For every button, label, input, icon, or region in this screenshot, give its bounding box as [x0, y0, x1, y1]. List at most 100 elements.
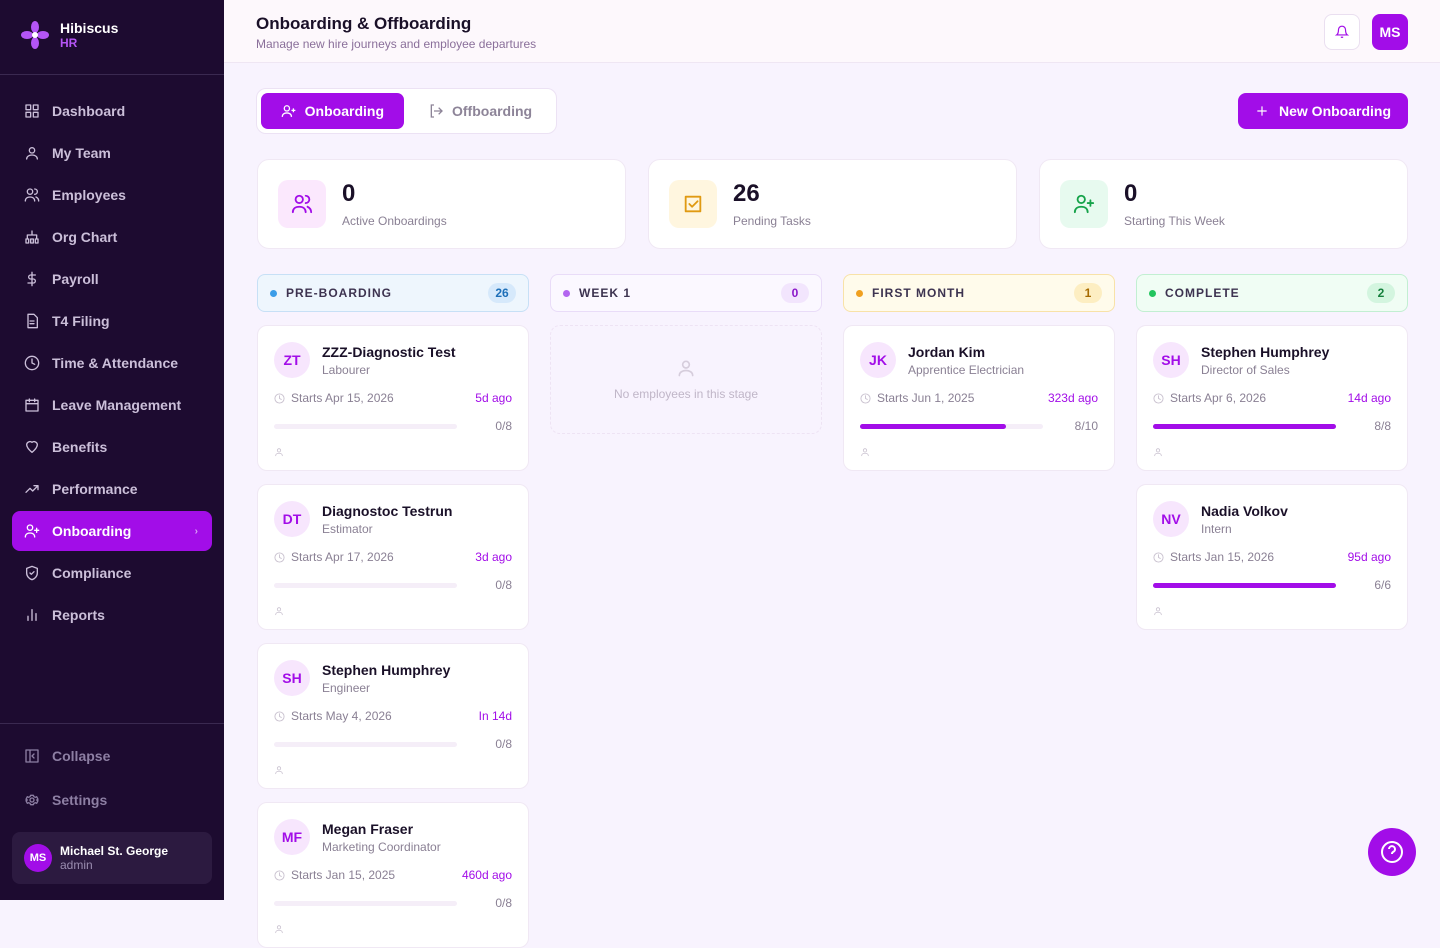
nav-label: Performance: [52, 481, 138, 497]
icon: [24, 565, 40, 581]
progress-track: [1153, 583, 1336, 588]
icon: [24, 229, 40, 245]
nav-label: Compliance: [52, 565, 132, 581]
button-label: New Onboarding: [1279, 103, 1391, 119]
user-card[interactable]: MS Michael St. George admin: [12, 832, 212, 884]
nav-item[interactable]: Dashboard: [12, 91, 212, 131]
assignee: [274, 444, 284, 462]
column-header: WEEK 1 0: [550, 274, 822, 312]
progress-label: 0/8: [495, 737, 512, 751]
brand-sub: HR: [60, 36, 78, 50]
start-text: Starts Apr 15, 2026: [291, 391, 394, 405]
brand-name: Hibiscus: [60, 20, 119, 36]
stat-label: Starting This Week: [1124, 214, 1225, 228]
progress-label: 0/8: [495, 419, 512, 433]
employee-card[interactable]: JK Jordan Kim Apprentice Electrician Starts…: [843, 325, 1115, 471]
employee-role: Apprentice Electrician: [908, 363, 1025, 377]
start-date: Starts Jun 1, 2025: [860, 391, 974, 405]
icon: [24, 481, 40, 497]
assignee: [274, 762, 284, 780]
progress-fill: [1153, 424, 1336, 429]
icon: [24, 187, 40, 203]
employee-card[interactable]: MF Megan Fraser Marketing Coordinator Start…: [257, 802, 529, 948]
time-label: 5d ago: [475, 391, 512, 405]
new-onboarding-button[interactable]: New Onboarding: [1238, 93, 1408, 129]
nav-item[interactable]: Employees: [12, 175, 212, 215]
nav-item[interactable]: Performance: [12, 469, 212, 509]
progress-fill: [860, 424, 1007, 429]
icon: [291, 193, 313, 215]
icon: [1073, 193, 1095, 215]
progress-track: [860, 424, 1043, 429]
employee-card[interactable]: SH Stephen Humphrey Engineer Starts May 4, …: [257, 643, 529, 789]
icon: [676, 358, 696, 378]
nav-item[interactable]: Benefits: [12, 427, 212, 467]
column-title: PRE-BOARDING: [286, 286, 393, 300]
employee-card[interactable]: NV Nadia Volkov Intern Starts Jan 15, 2026 9…: [1136, 484, 1408, 630]
icon: [1153, 447, 1163, 457]
start-date: Starts Apr 17, 2026: [274, 550, 394, 564]
nav-item[interactable]: Reports: [12, 595, 212, 635]
time-label: 323d ago: [1047, 391, 1098, 405]
header-avatar[interactable]: MS: [1372, 14, 1408, 50]
nav-item[interactable]: My Team: [12, 133, 212, 173]
assignee: [1153, 444, 1163, 462]
icon: [24, 313, 40, 329]
employee-role: Estimator: [322, 522, 373, 536]
tab[interactable]: Offboarding: [408, 93, 552, 129]
icon: [1153, 551, 1164, 563]
employee-name: Stephen Humphrey: [322, 662, 451, 678]
tabs: Onboarding Offboarding: [256, 88, 557, 134]
status-dot: [1149, 289, 1156, 297]
stat-icon: [278, 180, 326, 228]
stat-label: Pending Tasks: [733, 214, 811, 228]
nav-item[interactable]: Onboarding ›: [12, 511, 212, 551]
nav-label: Settings: [52, 792, 108, 808]
tab[interactable]: Onboarding: [261, 93, 404, 129]
nav-item[interactable]: Settings: [12, 780, 212, 820]
divider: [0, 74, 224, 75]
nav-item[interactable]: Time & Attendance: [12, 343, 212, 383]
column-count: 2: [1367, 283, 1395, 303]
stat-value: 0: [1124, 180, 1138, 207]
employee-role: Director of Sales: [1201, 363, 1290, 377]
time-label: In 14d: [478, 709, 512, 723]
stat-card: 26 Pending Tasks: [648, 159, 1017, 249]
progress-label: 0/8: [495, 578, 512, 592]
notifications[interactable]: [1324, 14, 1360, 50]
stat-card: 0 Active Onboardings: [257, 159, 626, 249]
nav-item[interactable]: Collapse: [12, 736, 212, 776]
column-count: 26: [488, 283, 516, 303]
avatar: SH: [274, 660, 310, 696]
employee-card[interactable]: DT Diagnostoc Testrun Estimator Starts Apr …: [257, 484, 529, 630]
empty-icon: [551, 358, 821, 381]
avatar: DT: [274, 501, 310, 537]
avatar: ZT: [274, 342, 310, 378]
stat-icon: [1060, 180, 1108, 228]
nav-item[interactable]: T4 Filing: [12, 301, 212, 341]
avatar: JK: [860, 342, 896, 378]
nav-item[interactable]: Compliance: [12, 553, 212, 593]
icon: [274, 551, 285, 563]
start-date: Starts Jan 15, 2026: [1153, 550, 1274, 564]
time-label: 95d ago: [1347, 550, 1391, 564]
start-date: Starts May 4, 2026: [274, 709, 392, 723]
employee-name: Megan Fraser: [322, 821, 414, 837]
nav-item[interactable]: Leave Management: [12, 385, 212, 425]
nav-label: Onboarding: [52, 523, 132, 539]
employee-card[interactable]: ZT ZZZ-Diagnostic Test Labourer Starts Apr …: [257, 325, 529, 471]
progress-label: 8/8: [1374, 419, 1391, 433]
icon: [860, 447, 870, 457]
icon: [1153, 606, 1163, 616]
tab-label: Onboarding: [304, 103, 384, 119]
nav-item[interactable]: Payroll: [12, 259, 212, 299]
employee-name: Nadia Volkov: [1201, 503, 1288, 519]
employee-card[interactable]: SH Stephen Humphrey Director of Sales Start…: [1136, 325, 1408, 471]
help-button[interactable]: [1368, 828, 1416, 876]
progress-label: 8/10: [1074, 419, 1098, 433]
column-header: PRE-BOARDING 26: [257, 274, 529, 312]
assignee: [274, 921, 284, 939]
employee-role: Marketing Coordinator: [322, 840, 441, 854]
nav-item[interactable]: Org Chart: [12, 217, 212, 257]
